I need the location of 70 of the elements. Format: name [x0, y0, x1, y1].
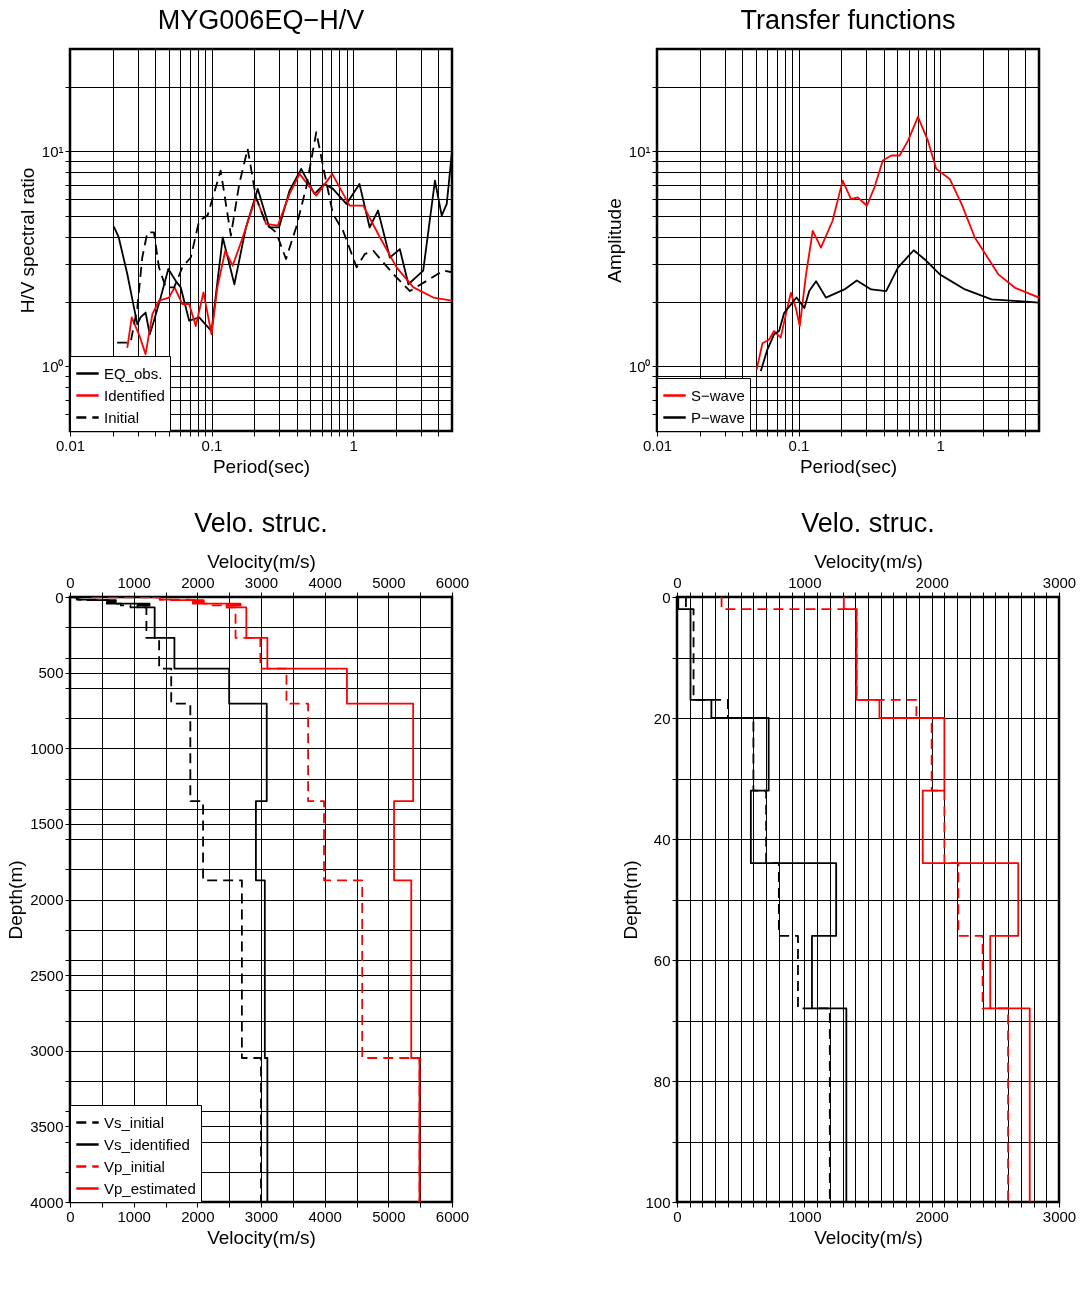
x-tick-label: 1 [936, 436, 945, 454]
chart-title: Transfer functions [740, 5, 956, 35]
y-axis-title: Amplitude [603, 198, 625, 283]
x-tick-label: 0.01 [642, 436, 673, 454]
x-tick-label: 6000 [435, 1207, 470, 1225]
x2-tick-label: 3000 [1042, 573, 1077, 591]
y-tick-label: 3000 [30, 1042, 64, 1060]
y-axis-title: Depth(m) [5, 860, 27, 940]
legend-label: Vs_initial [104, 1113, 165, 1131]
x-tick-label: 1 [349, 436, 358, 454]
x2-tick-label: 1000 [788, 573, 822, 591]
chart-title: MYG006EQ−H/V [157, 5, 365, 35]
x-tick-label: 0 [66, 1207, 75, 1225]
x2-tick-label: 4000 [308, 573, 342, 591]
y-tick-label: 60 [653, 951, 671, 969]
y-tick-label: 1000 [30, 739, 64, 757]
x2-tick-label: 3000 [244, 573, 279, 591]
legend-label: P−wave [691, 408, 745, 426]
x-tick-label: 3000 [1042, 1207, 1077, 1225]
x-axis-title: Velocity(m/s) [207, 1226, 316, 1248]
chart-title: Velo. struc. [194, 508, 328, 538]
x2-tick-label: 0 [66, 573, 75, 591]
x2-tick-label: 5000 [372, 573, 406, 591]
x2-tick-label: 0 [673, 573, 682, 591]
y-tick-label: 4000 [30, 1193, 64, 1211]
x-tick-label: 0 [673, 1207, 682, 1225]
x-axis-title: Velocity(m/s) [814, 1226, 923, 1248]
y-tick-label: 40 [653, 830, 671, 848]
x-tick-label: 1000 [117, 1207, 151, 1225]
y-tick-label: 500 [38, 664, 64, 682]
legend-label: Initial [104, 408, 140, 426]
x-tick-label: 0.1 [201, 436, 223, 454]
x-tick-label: 2000 [181, 1207, 215, 1225]
y-tick-label: 3500 [30, 1117, 64, 1135]
x-tick-label: 4000 [308, 1207, 342, 1225]
y-tick-label: 0 [662, 588, 671, 606]
x-axis-title: Period(sec) [212, 455, 311, 477]
x2-tick-label: 2000 [915, 573, 949, 591]
legend-label: Identified [104, 386, 165, 404]
chart-title: Velo. struc. [801, 508, 935, 538]
x-axis-title: Period(sec) [799, 455, 898, 477]
legend-label: Vp_initial [104, 1157, 165, 1175]
y-tick-label: 2500 [30, 966, 64, 984]
legend-label: Vp_estimated [104, 1179, 196, 1197]
legend-label: S−wave [691, 386, 745, 404]
y-tick-label: 20 [653, 709, 671, 727]
x2-axis-title: Velocity(m/s) [814, 550, 923, 572]
x-tick-label: 0.1 [788, 436, 810, 454]
x2-tick-label: 2000 [181, 573, 215, 591]
y-tick-label: 1500 [30, 815, 64, 833]
y-tick-label: 10⁰ [628, 357, 651, 375]
y-tick-label: 100 [645, 1193, 671, 1211]
x-tick-label: 5000 [372, 1207, 406, 1225]
y-tick-label: 10⁰ [41, 357, 64, 375]
legend-label: EQ_obs. [104, 364, 163, 382]
x2-tick-label: 1000 [117, 573, 151, 591]
x-tick-label: 1000 [788, 1207, 822, 1225]
y-tick-label: 0 [55, 588, 64, 606]
x-tick-label: 3000 [244, 1207, 279, 1225]
y-axis-title: H/V spectral ratio [16, 167, 38, 314]
y-tick-label: 2000 [30, 891, 64, 908]
y-tick-label: 80 [653, 1072, 671, 1090]
x-tick-label: 2000 [915, 1207, 949, 1225]
legend-label: Vs_identified [104, 1135, 190, 1153]
y-tick-label: 10¹ [628, 143, 651, 160]
y-tick-label: 10¹ [41, 143, 64, 160]
x2-tick-label: 6000 [435, 573, 470, 591]
x-tick-label: 0.01 [55, 436, 86, 454]
x2-axis-title: Velocity(m/s) [207, 550, 316, 572]
y-axis-title: Depth(m) [620, 860, 642, 940]
